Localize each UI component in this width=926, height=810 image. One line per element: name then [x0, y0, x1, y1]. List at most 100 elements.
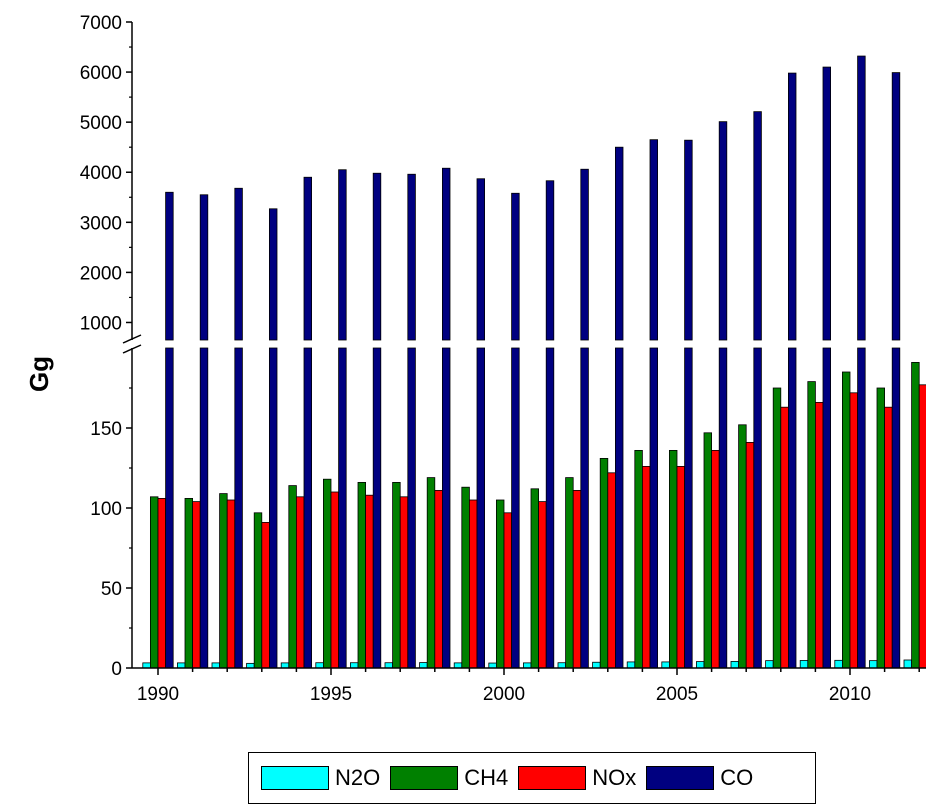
bar-ch4	[426, 477, 436, 669]
y-tick-label: 2000	[80, 263, 122, 284]
bar-ch4	[149, 496, 159, 669]
bar-ch4	[288, 485, 297, 669]
bar-n2o	[869, 660, 878, 669]
bar-ch4	[253, 512, 263, 669]
bar-co-upper	[441, 167, 451, 341]
bar-ch4	[565, 477, 574, 669]
bar-co-lower	[268, 347, 278, 669]
bar-ch4	[357, 481, 366, 669]
bar-co-lower	[407, 347, 416, 669]
bar-co-lower	[753, 347, 762, 669]
y-tick-label: 6000	[80, 63, 122, 84]
bar-n2o	[592, 661, 601, 669]
bar-n2o	[903, 659, 912, 669]
bar-ch4	[599, 457, 609, 669]
bar-n2o	[211, 662, 220, 669]
bar-nox	[642, 465, 651, 669]
bar-n2o	[834, 659, 843, 669]
bar-ch4	[322, 478, 332, 669]
bar-co-lower	[545, 347, 555, 669]
bar-ch4	[876, 387, 885, 669]
bar-nox	[330, 491, 339, 669]
bar-n2o	[142, 662, 151, 669]
legend-item-co: CO	[646, 765, 753, 791]
bar-n2o	[176, 662, 186, 669]
bar-co-lower	[615, 347, 624, 669]
legend-label: CH4	[464, 765, 509, 790]
x-tick-label: 1995	[310, 684, 352, 705]
bar-co-upper	[511, 192, 520, 341]
y-tick-label: 50	[101, 579, 122, 600]
legend-item-ch4: CH4	[390, 765, 508, 791]
legend-swatch	[261, 766, 329, 790]
bar-co-lower	[649, 347, 658, 669]
bar-nox	[607, 472, 616, 669]
legend-swatch	[518, 766, 587, 790]
bar-co-upper	[372, 172, 382, 341]
bar-co-lower	[580, 347, 589, 669]
bar-nox	[295, 496, 305, 669]
y-tick-label: 1000	[80, 313, 122, 334]
bar-co-upper	[788, 72, 797, 341]
y-tick-label: 7000	[80, 13, 122, 34]
bar-ch4	[842, 371, 851, 669]
bar-nox	[676, 465, 685, 669]
bar-nox	[365, 494, 374, 669]
bar-nox	[503, 512, 512, 669]
bar-co-lower	[372, 347, 382, 669]
bar-co-lower	[684, 347, 693, 669]
bar-ch4	[495, 499, 505, 669]
bar-n2o	[696, 661, 705, 669]
bar-co-upper	[580, 168, 589, 341]
x-tick-label: 2005	[656, 684, 698, 705]
bar-ch4	[772, 387, 782, 669]
bar-n2o	[349, 662, 359, 669]
bar-nox	[815, 401, 824, 669]
bar-co-upper	[476, 178, 485, 341]
bar-nox	[711, 449, 720, 669]
bar-co-lower	[338, 347, 347, 669]
bar-co-lower	[857, 347, 866, 669]
bar-co-upper	[268, 208, 278, 341]
y-axis-title: Gg	[24, 356, 54, 392]
bar-nox	[538, 501, 547, 669]
bar-co-upper	[234, 187, 243, 341]
legend-label: CO	[720, 765, 754, 790]
bar-nox	[157, 497, 166, 669]
bar-co-upper	[338, 169, 347, 341]
bar-co-lower	[788, 347, 797, 669]
y-tick-label: 5000	[80, 113, 122, 134]
bar-co-lower	[476, 347, 485, 669]
x-tick-label: 1990	[137, 684, 179, 705]
bar-co-upper	[857, 55, 866, 341]
axis-break-mark	[122, 344, 142, 354]
axis-break-mark	[122, 334, 142, 344]
legend-swatch	[646, 766, 715, 790]
x-tick-label: 2000	[483, 684, 525, 705]
bar-n2o	[453, 662, 463, 669]
bar-ch4	[634, 449, 643, 669]
y-tick-label: 4000	[80, 163, 122, 184]
legend-swatch	[390, 766, 459, 790]
bar-n2o	[315, 662, 324, 669]
bar-n2o	[523, 662, 532, 669]
legend-label: NOx	[592, 765, 637, 790]
y-tick-label: 3000	[80, 213, 122, 234]
bar-layer	[142, 55, 926, 669]
bar-co-upper	[718, 121, 728, 341]
bar-nox	[918, 384, 926, 669]
legend-item-n2o: N2O	[261, 765, 380, 791]
bar-co-upper	[165, 191, 174, 341]
bar-co-lower	[303, 347, 312, 669]
bar-n2o	[419, 662, 428, 669]
bar-n2o	[557, 662, 566, 669]
bar-co-lower	[165, 347, 174, 669]
bar-co-lower	[891, 347, 901, 669]
bar-co-upper	[753, 111, 762, 341]
bar-co-upper	[822, 66, 831, 341]
bar-ch4	[703, 432, 712, 669]
bar-n2o	[661, 661, 670, 669]
bar-ch4	[911, 361, 920, 669]
bar-nox	[572, 489, 582, 669]
bar-ch4	[669, 449, 678, 669]
